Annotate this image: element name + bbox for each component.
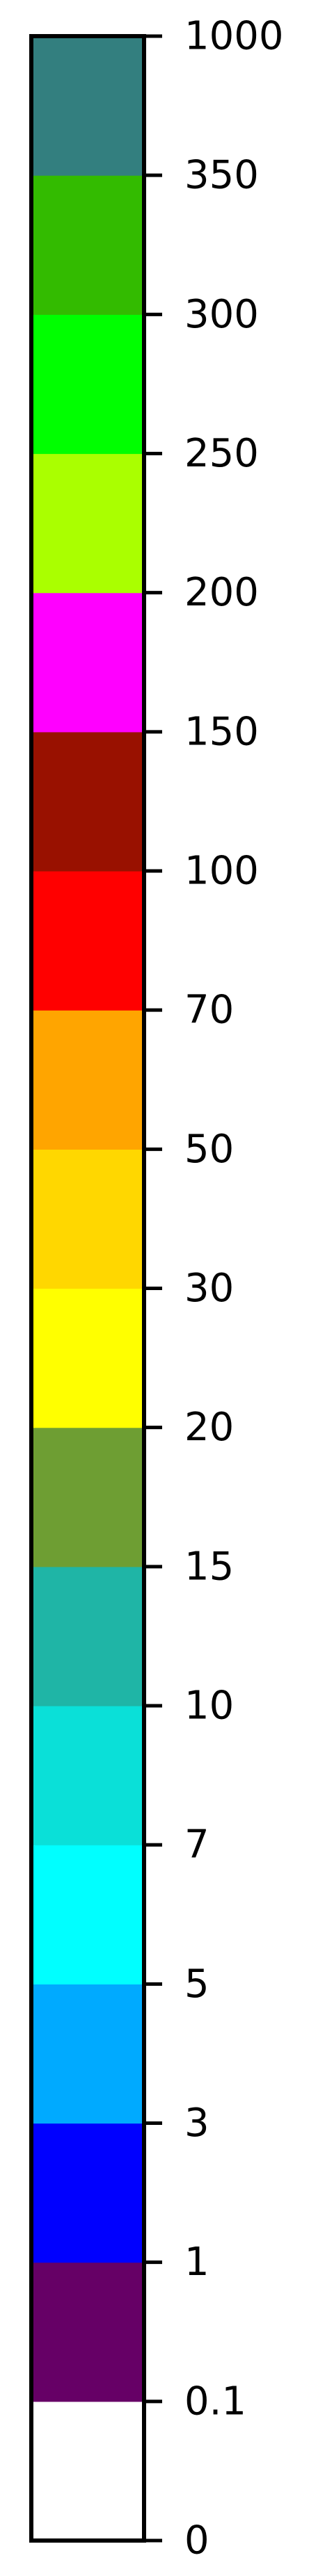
- colorbar-bin-150-200: [31, 592, 144, 733]
- colorbar-tick-label-70: 70: [184, 988, 234, 1033]
- colorbar-bin-5-7: [31, 1845, 144, 1984]
- colorbar-tick-label-100: 100: [184, 849, 259, 894]
- colorbar-tick-label-300: 300: [184, 292, 259, 337]
- colorbar-tick-label-0_1: 0.1: [184, 2379, 246, 2424]
- colorbar-tick-label-1: 1: [184, 2240, 209, 2285]
- colorbar-tick-label-30: 30: [184, 1266, 234, 1311]
- colorbar-tick-label-3: 3: [184, 2101, 209, 2146]
- colorbar-tick-label-5: 5: [184, 1962, 209, 2007]
- colorbar-bin-350-1000: [31, 36, 144, 176]
- colorbar-tick-label-150: 150: [184, 709, 259, 754]
- colorbar-bin-100-150: [31, 731, 144, 872]
- colorbar-bin-3-5: [31, 1984, 144, 2124]
- colorbar-bin-30-50: [31, 1149, 144, 1289]
- colorbar-bin-300-350: [31, 175, 144, 315]
- colorbar-bin-20-30: [31, 1288, 144, 1428]
- colorbar-bin-200-250: [31, 453, 144, 594]
- colorbar-tick-label-350: 350: [184, 153, 259, 198]
- colorbar-ticks: [144, 34, 162, 2543]
- colorbar-tick-label-50: 50: [184, 1127, 234, 1172]
- colorbar-bin-15-20: [31, 1427, 144, 1567]
- colorbar-bin-50-70: [31, 1010, 144, 1150]
- colorbar-bins: [31, 36, 144, 2541]
- colorbar-bin-7-10: [31, 1706, 144, 1845]
- colorbar-tick-labels: 0 0.1 1 3 5 7 10 15 20 30 50 70 100 150 200 250 300 350 10…: [184, 14, 284, 2563]
- colorbar-tick-label-20: 20: [184, 1405, 234, 1450]
- colorbar-bin-70-100: [31, 871, 144, 1011]
- colorbar-bin-1-3: [31, 2123, 144, 2263]
- colorbar-bin-250-300: [31, 314, 144, 455]
- colorbar-tick-label-200: 200: [184, 570, 259, 615]
- colorbar-bin-0-0_1: [31, 2401, 144, 2541]
- colorbar-tick-label-250: 250: [184, 431, 259, 476]
- colorbar-tick-label-1000: 1000: [184, 14, 284, 59]
- colorbar-tick-label-15: 15: [184, 1544, 234, 1589]
- colorbar-tick-label-10: 10: [184, 1684, 234, 1729]
- colorbar-bin-10-15: [31, 1566, 144, 1706]
- colorbar-tick-label-0: 0: [184, 2518, 209, 2563]
- colorbar-bin-0_1-1: [31, 2262, 144, 2402]
- colorbar-tick-label-7: 7: [184, 1823, 209, 1868]
